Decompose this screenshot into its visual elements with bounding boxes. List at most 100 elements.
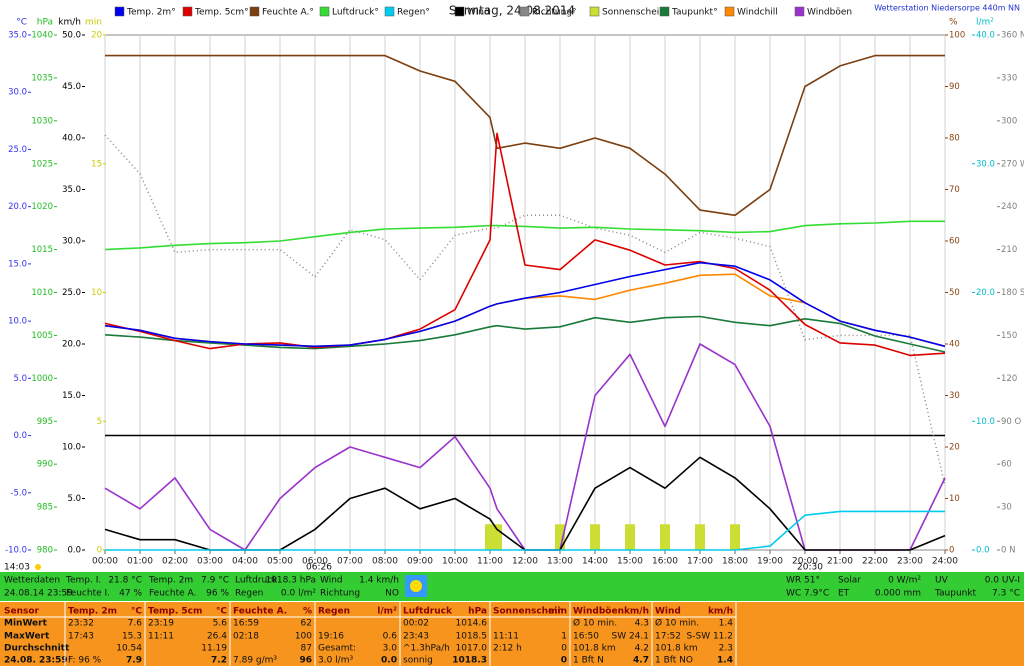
y-tick-label: 5.0 — [13, 374, 27, 384]
cell-value: 10.54 — [116, 644, 142, 654]
status-value: 0.0 UV-I — [985, 576, 1020, 586]
status-label: Solar — [838, 576, 861, 586]
cell-value: 1018.3 — [452, 656, 487, 666]
cell-value: 0.0 — [381, 656, 397, 666]
cell-value: SW 24.1 — [611, 632, 649, 642]
cell-value: 7.9 — [126, 656, 142, 666]
x-tick-label: 21:00 — [827, 557, 853, 567]
current-time: 14:03 — [4, 563, 30, 573]
y-tick-label: 0.0 — [13, 431, 27, 441]
status-label: Taupunkt — [934, 589, 977, 599]
y-tick-label: 10 — [91, 288, 102, 298]
y-tick-label: 35.0 — [62, 185, 81, 195]
cell-text: 02:18 — [233, 632, 259, 642]
y-tick-label: 990 — [37, 460, 53, 470]
status-value: 7.9 °C — [201, 576, 229, 586]
series-line — [104, 315, 946, 353]
y-tick-label: 10 — [949, 494, 960, 504]
y-tick-label: 25.0 — [62, 288, 81, 298]
legend-swatch — [724, 6, 735, 17]
x-tick-label: 23:00 — [897, 557, 923, 567]
cell-value: 96 — [299, 656, 312, 666]
status-label: WC 7.9°C — [786, 589, 829, 599]
y-tick-label: 1025 — [31, 159, 53, 169]
status-label: Richtung — [320, 589, 360, 599]
sunshine-bar — [555, 524, 565, 550]
column-name: Temp. 2m — [68, 607, 117, 617]
y-tick-label: 20 — [949, 443, 960, 453]
x-tick-label: 13:00 — [547, 557, 573, 567]
y-tick-label: 1030 — [31, 116, 53, 126]
column-name: Temp. 5cm — [148, 607, 202, 617]
x-tick-label: 19:00 — [757, 557, 783, 567]
cell-value: 4.3 — [635, 619, 649, 629]
cell-text: 16:59 — [233, 619, 259, 629]
y-tick-label: 35.0 — [8, 31, 27, 41]
y-tick-label: 10.0 — [976, 417, 995, 427]
y-tick-label: 0 N — [1001, 546, 1015, 556]
status-label: Feuchte A. — [149, 589, 196, 599]
cell-value: 100 — [295, 632, 312, 642]
y-tick-label: 20.0 — [62, 340, 81, 350]
y-tick-label: 90 — [949, 82, 960, 92]
y-tick-label: 0 — [97, 546, 102, 556]
y-tick-label: 10.0 — [8, 317, 27, 327]
x-tick-label: 12:00 — [512, 557, 538, 567]
y-tick-label: 150 — [1001, 331, 1017, 341]
cell-text: Gesamt: — [318, 644, 356, 654]
status-value: 1018.3 hPa — [265, 576, 316, 586]
legend-label: Richtung° — [532, 8, 577, 18]
status-value: 0 W/m² — [888, 576, 921, 586]
cell-value: 1017.0 — [456, 644, 488, 654]
cell-text: 00:02 — [403, 619, 429, 629]
column-name: Sonnenschein — [493, 607, 564, 617]
cell-text: Ø 10 min. — [655, 618, 699, 629]
legend-swatch — [319, 6, 330, 17]
y-tick-label: 1000 — [31, 374, 53, 384]
cell-text: 3.0 l/m³ — [318, 656, 353, 666]
sun-icon — [410, 580, 422, 592]
row-label: 24.08. 23:59 — [4, 656, 68, 666]
x-tick-label: 06:00 — [302, 557, 328, 567]
y-tick-label: 30.0 — [976, 159, 995, 169]
y-tick-label: -10.0 — [5, 546, 27, 556]
y-tick-label: 40.0 — [62, 134, 81, 144]
status-label: UV — [935, 576, 949, 586]
y-tick-label: 1015 — [31, 245, 53, 255]
sunset: 20:30 — [797, 563, 823, 573]
cell-value: 1.4 — [717, 656, 733, 666]
x-tick-label: 18:00 — [722, 557, 748, 567]
sunshine-bar — [730, 524, 740, 550]
series-line — [105, 54, 945, 217]
cell-text: 7.89 g/m³ — [233, 656, 277, 666]
status-label: Wind — [320, 576, 343, 586]
status-label: 24.08.14 23:59 — [4, 589, 73, 599]
legend-label: Luftdruck° — [332, 8, 379, 18]
y-tick-label: 15 — [91, 159, 102, 169]
column-name: Luftdruck — [403, 607, 453, 617]
y-tick-label: 40.0 — [976, 31, 995, 41]
cell-value: 1 — [561, 632, 567, 642]
cell-text: sonnig — [403, 656, 433, 666]
cell-value: 5.6 — [213, 619, 228, 629]
cell-text: 1 Bft NO — [655, 656, 693, 666]
sunshine-bar — [625, 524, 635, 550]
cell-text: 101.8 km — [655, 644, 698, 654]
axis-unit: km/h — [58, 18, 81, 28]
y-tick-label: 1010 — [31, 288, 53, 298]
column-unit: °C — [216, 607, 228, 617]
cell-value: 0 — [561, 644, 567, 654]
column-unit: min — [548, 607, 567, 617]
x-tick-label: 15:00 — [617, 557, 643, 567]
row-label: Durchschnitt — [4, 644, 70, 654]
cell-text: 16:50 — [573, 632, 599, 642]
x-tick-label: 14:00 — [582, 557, 608, 567]
series-line — [104, 220, 945, 251]
series-line — [104, 343, 946, 551]
status-value: NO — [385, 589, 399, 599]
y-tick-label: 240 — [1001, 202, 1017, 212]
y-tick-label: 20 — [91, 31, 102, 41]
y-tick-label: 1040 — [31, 31, 53, 41]
legend-label: Feuchte A.° — [262, 8, 314, 18]
